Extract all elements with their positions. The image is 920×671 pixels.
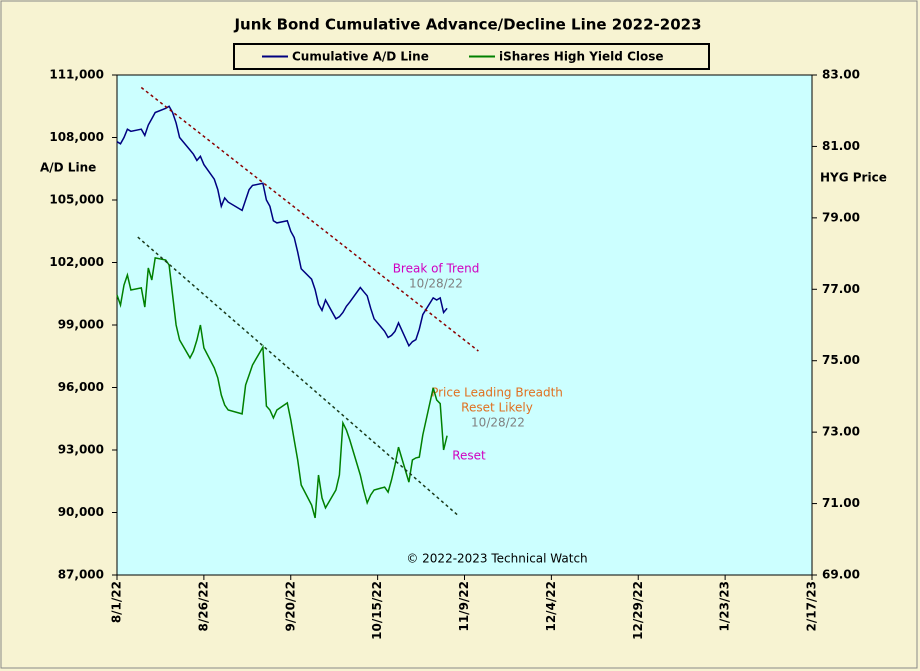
x-tick-label: 1/23/23	[718, 581, 732, 632]
chart-title: Junk Bond Cumulative Advance/Decline Lin…	[233, 16, 701, 34]
x-tick-label: 8/26/22	[196, 581, 210, 632]
copyright: © 2022-2023 Technical Watch	[406, 552, 587, 566]
legend-label: Cumulative A/D Line	[292, 50, 429, 64]
plot-area	[116, 74, 813, 576]
y-tick-label: 87,000	[58, 568, 104, 582]
y2-tick-label: 71.00	[822, 496, 860, 510]
legend-box	[233, 43, 710, 70]
y-tick-label: 108,000	[49, 130, 104, 144]
x-tick-label: 11/9/22	[457, 581, 471, 632]
trend-line	[137, 236, 459, 516]
legend-label: iShares High Yield Close	[499, 50, 664, 64]
y2-axis-label: HYG Price	[820, 171, 887, 185]
y2-tick-label: 75.00	[822, 353, 860, 367]
y-tick-label: 102,000	[49, 255, 104, 269]
y2-tick-label: 81.00	[822, 139, 860, 153]
x-tick-label: 2/17/23	[805, 581, 819, 632]
series-line	[116, 105, 448, 348]
y2-tick-label: 79.00	[822, 210, 860, 224]
annotation: Reset Likely	[461, 401, 533, 415]
y-tick-label: 105,000	[49, 193, 104, 207]
annotation: 10/28/22	[409, 277, 463, 291]
y-tick-label: 99,000	[58, 318, 104, 332]
y-axis-label: A/D Line	[40, 161, 96, 175]
x-tick-label: 8/1/22	[110, 581, 124, 623]
y-tick-label: 111,000	[49, 68, 104, 82]
x-tick-label: 12/4/22	[544, 581, 558, 632]
trend-line	[140, 86, 479, 352]
annotation: Reset	[452, 449, 486, 463]
x-tick-label: 9/20/22	[283, 581, 297, 632]
annotation: 10/28/22	[471, 416, 525, 430]
annotation: Break of Trend	[393, 262, 480, 276]
y-tick-label: 93,000	[58, 443, 104, 457]
y2-tick-label: 83.00	[822, 68, 860, 82]
y2-tick-label: 69.00	[822, 568, 860, 582]
y2-tick-label: 77.00	[822, 282, 860, 296]
y2-tick-label: 73.00	[822, 425, 860, 439]
y-tick-label: 90,000	[58, 505, 104, 519]
annotation: Price Leading Breadth	[431, 386, 563, 400]
x-tick-label: 10/15/22	[370, 581, 384, 640]
series-line	[116, 257, 448, 519]
y-tick-label: 96,000	[58, 380, 104, 394]
x-tick-label: 12/29/22	[631, 581, 645, 640]
